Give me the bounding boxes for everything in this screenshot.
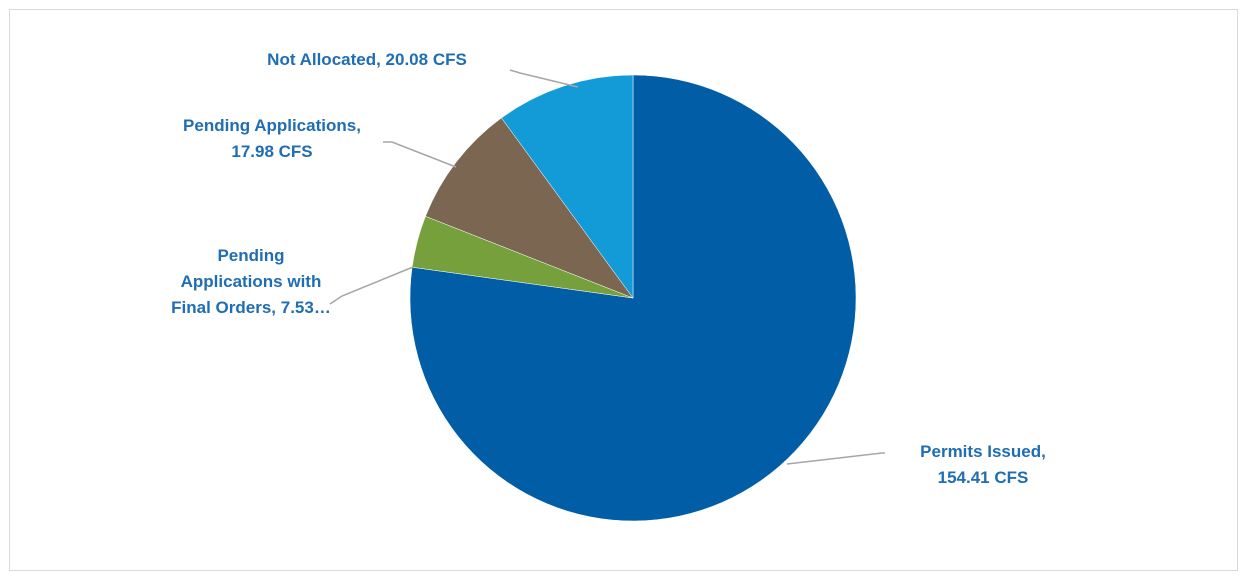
pie-slices <box>409 74 857 522</box>
data-label-line: Applications with <box>181 272 322 291</box>
data-label: Pending Applications, 17.98 CFS <box>183 116 361 161</box>
pie-slice-not-allocated <box>501 74 634 299</box>
pie-slice-pending-applications <box>425 117 634 299</box>
data-label: Permits Issued, 154.41 CFS <box>920 442 1046 487</box>
leader-line <box>786 452 885 465</box>
data-label-line: 154.41 CFS <box>938 468 1029 487</box>
data-labels: Permits Issued, 154.41 CFS Pending Applicat… <box>171 50 1046 487</box>
leader-line <box>329 266 414 305</box>
data-label: Not Allocated, 20.08 CFS <box>267 50 467 69</box>
data-label: Pending Applications with Final Orders, 7.… <box>171 246 331 317</box>
data-label-line: Permits Issued, <box>920 442 1046 461</box>
data-label-line: Not Allocated, 20.08 CFS <box>267 50 467 69</box>
data-label-line: Pending Applications, <box>183 116 361 135</box>
data-label-line: Pending <box>217 246 284 265</box>
data-label-line: Final Orders, 7.53… <box>171 298 331 317</box>
leader-line <box>509 69 579 88</box>
leader-line <box>383 141 457 168</box>
data-label-line: 17.98 CFS <box>231 142 312 161</box>
leader-lines <box>329 69 885 465</box>
